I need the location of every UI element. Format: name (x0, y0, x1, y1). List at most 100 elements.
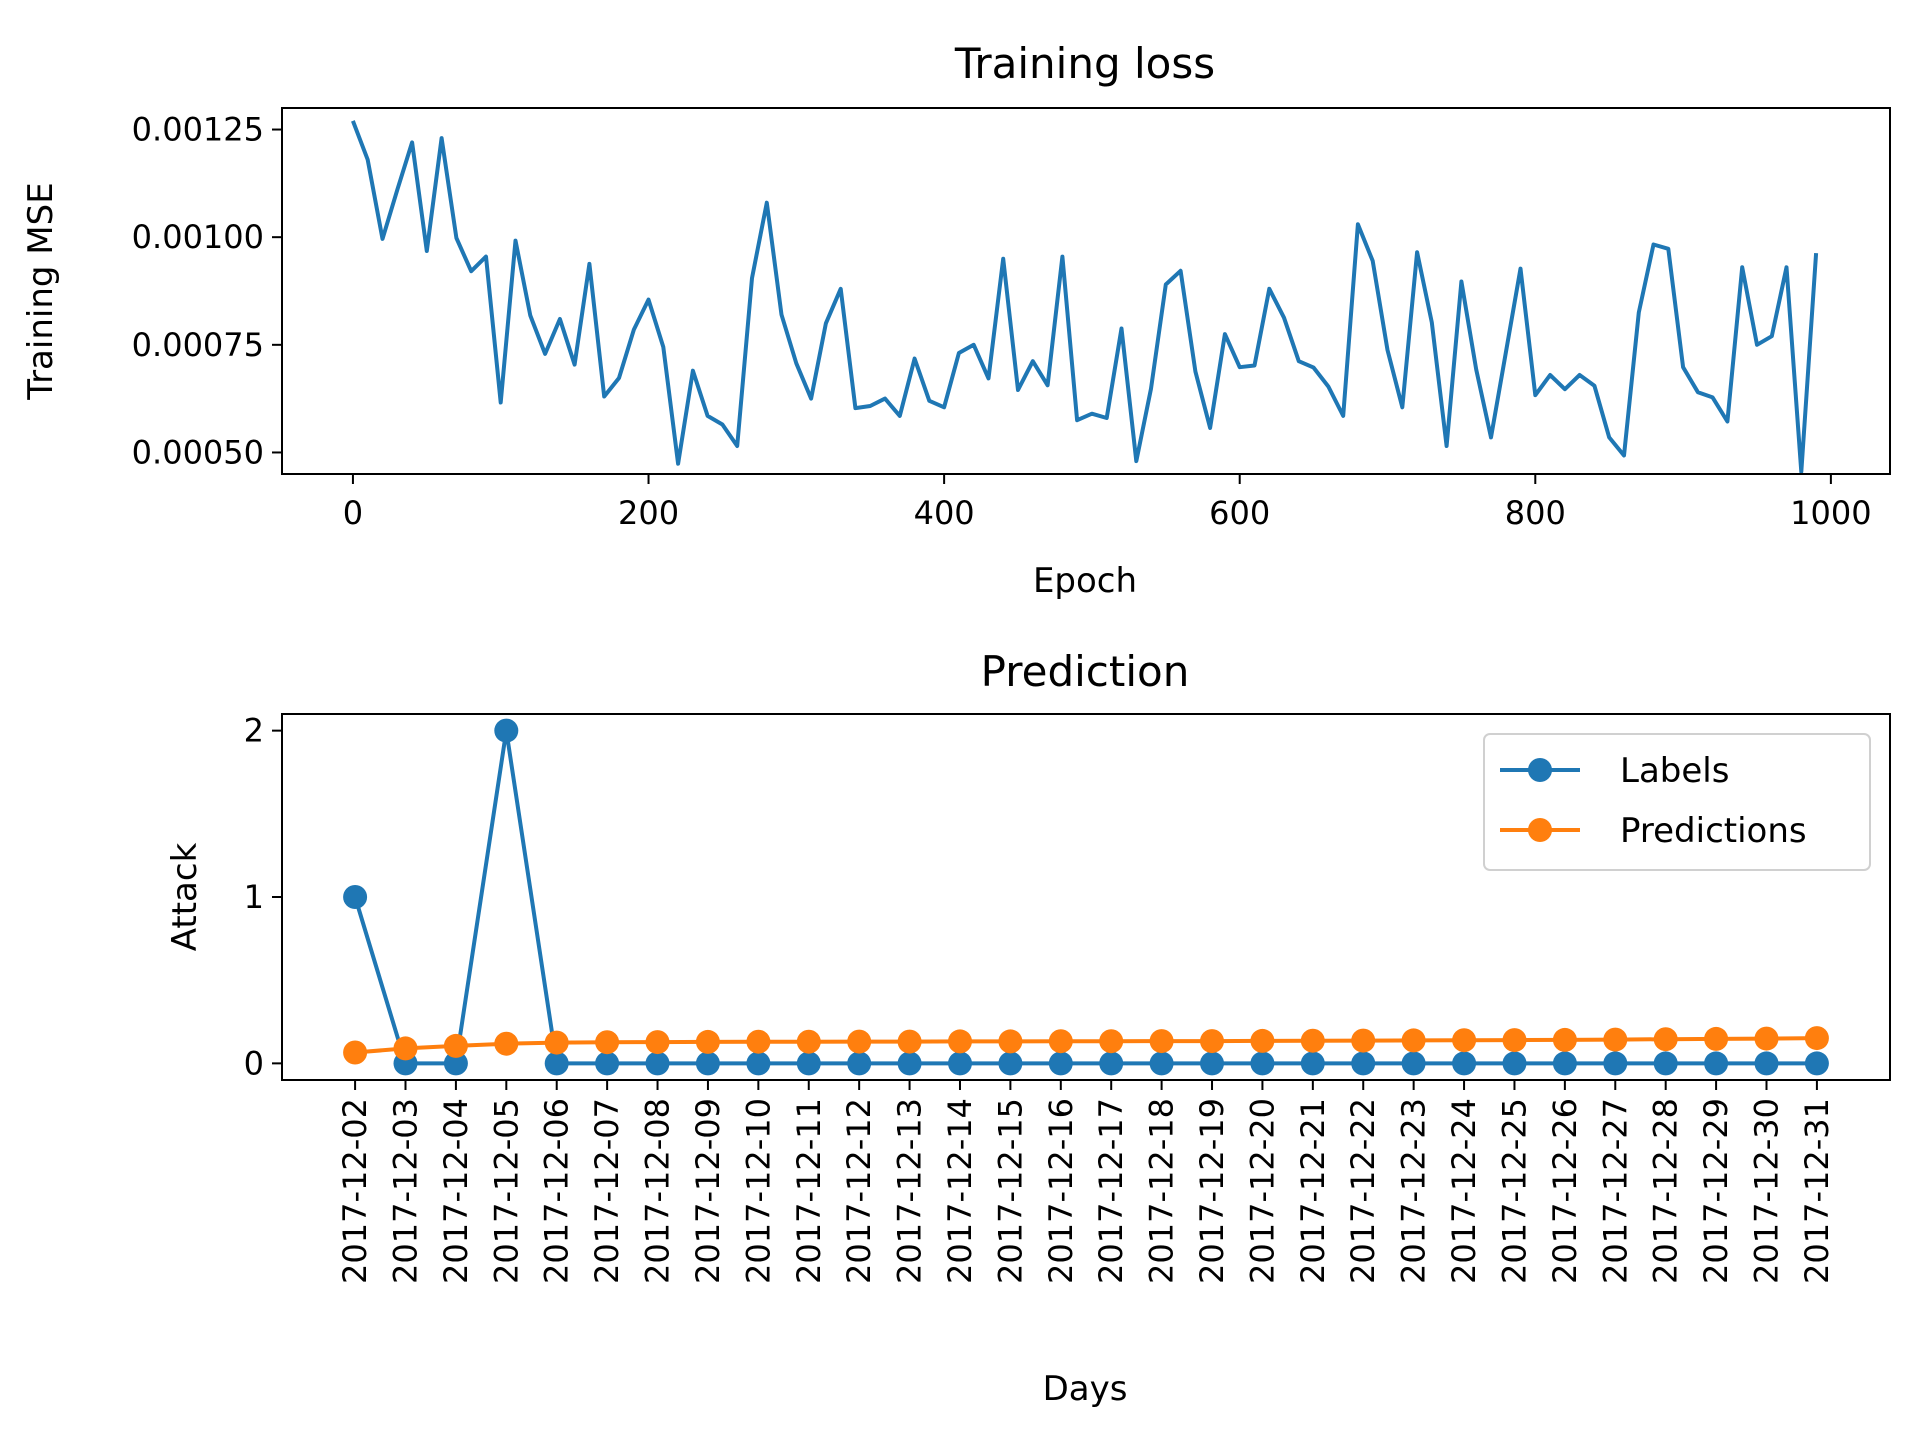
data-point (746, 1029, 771, 1054)
data-point (1704, 1026, 1729, 1051)
x-tick-label: 2017-12-13 (891, 1098, 929, 1284)
data-point (595, 1051, 620, 1076)
y-tick-label: 0.00050 (132, 433, 264, 471)
data-point (1300, 1028, 1325, 1053)
x-tick-label: 1000 (1790, 494, 1871, 532)
x-tick-label: 2017-12-15 (991, 1098, 1029, 1284)
axes-frame (281, 107, 1891, 475)
data-point (998, 1051, 1023, 1076)
data-point (645, 1051, 670, 1076)
x-tick-label: 2017-12-07 (588, 1098, 626, 1284)
x-tick-label: 2017-12-31 (1798, 1098, 1836, 1284)
data-point (1552, 1051, 1577, 1076)
x-tick-label: 200 (618, 494, 679, 532)
x-tick-label: 2017-12-23 (1395, 1098, 1433, 1284)
data-point (695, 1051, 720, 1076)
legend-label-predictions: Predictions (1620, 811, 1807, 851)
y-tick-label: 0.00125 (132, 111, 264, 149)
x-tick-label: 2017-12-03 (387, 1098, 425, 1284)
data-point (847, 1051, 872, 1076)
x-axis-label: Epoch (1033, 561, 1137, 601)
data-point (897, 1051, 922, 1076)
x-tick-label: 600 (1209, 494, 1270, 532)
data-point (1351, 1051, 1376, 1076)
legend-box (1483, 733, 1871, 871)
x-axis-label: Days (1043, 1369, 1128, 1409)
data-point (695, 1029, 720, 1054)
data-point (897, 1029, 922, 1054)
data-point (1250, 1028, 1275, 1053)
x-tick-label: 2017-12-19 (1193, 1098, 1231, 1284)
data-point (1704, 1051, 1729, 1076)
plot-lines (343, 718, 1829, 1076)
data-point (998, 1029, 1023, 1054)
data-point (1250, 1051, 1275, 1076)
x-tick-label: 0 (343, 494, 363, 532)
data-point (1452, 1051, 1477, 1076)
x-tick-label: 400 (914, 494, 975, 532)
x-tick-label: 2017-12-29 (1697, 1098, 1735, 1284)
data-point (1300, 1051, 1325, 1076)
data-point (494, 718, 519, 743)
data-point (1502, 1028, 1527, 1053)
data-point (1804, 1026, 1829, 1051)
data-point (1754, 1026, 1779, 1051)
data-point (1401, 1051, 1426, 1076)
data-point (645, 1030, 670, 1055)
data-point (1048, 1029, 1073, 1054)
x-tick-label: 2017-12-12 (840, 1098, 878, 1284)
data-point (948, 1029, 972, 1054)
data-point (595, 1030, 620, 1055)
data-point (746, 1051, 771, 1076)
data-point (948, 1051, 972, 1076)
y-axis-label: Attack (165, 842, 205, 951)
x-tick-label: 2017-12-04 (437, 1098, 475, 1284)
y-tick-label: 2 (244, 712, 264, 750)
data-point (1200, 1051, 1224, 1076)
legend-label-labels: Labels (1620, 751, 1729, 791)
x-tick-label: 2017-12-27 (1596, 1098, 1634, 1284)
x-tick-label: 2017-12-25 (1496, 1098, 1534, 1284)
data-point (443, 1051, 468, 1076)
data-point (796, 1051, 821, 1076)
x-tick-label: 2017-12-20 (1243, 1098, 1281, 1284)
data-point (1048, 1051, 1073, 1076)
x-tick-label: 2017-12-24 (1445, 1098, 1483, 1284)
data-point (1804, 1051, 1829, 1076)
data-point (343, 885, 368, 909)
chart-title: Training loss (954, 39, 1215, 88)
series-predictions (343, 1026, 1829, 1065)
legend-marker-labels (1528, 758, 1552, 782)
y-tick-label: 0 (244, 1044, 264, 1082)
data-point (1653, 1051, 1678, 1076)
y-tick-label: 0.00075 (132, 326, 264, 364)
data-point (544, 1051, 569, 1076)
x-tick-label: 2017-12-28 (1647, 1098, 1685, 1284)
data-point (1401, 1028, 1426, 1053)
x-tick-label: 2017-12-10 (739, 1098, 777, 1284)
x-tick-label: 2017-12-18 (1143, 1098, 1181, 1284)
series-labels (343, 718, 1829, 1076)
data-point (1149, 1029, 1174, 1054)
x-tick-label: 2017-12-09 (689, 1098, 727, 1284)
legend-marker-predictions (1528, 818, 1552, 842)
y-tick-label: 1 (244, 878, 264, 916)
y-axis-label: Training MSE (21, 182, 61, 400)
data-point (1502, 1051, 1527, 1076)
x-tick-label: 800 (1505, 494, 1566, 532)
data-point (1552, 1027, 1577, 1052)
data-point (1099, 1051, 1124, 1076)
y-tick-label: 0.00100 (132, 218, 264, 256)
data-point (1351, 1028, 1376, 1053)
x-tick-label: 2017-12-21 (1294, 1098, 1332, 1284)
data-point (796, 1029, 821, 1054)
x-tick-label: 2017-12-05 (487, 1098, 525, 1284)
x-tick-label: 2017-12-26 (1546, 1098, 1584, 1284)
x-tick-label: 2017-12-11 (790, 1098, 828, 1284)
x-tick-label: 2017-12-02 (336, 1098, 374, 1284)
x-tick-label: 2017-12-17 (1092, 1098, 1130, 1284)
data-point (343, 1040, 368, 1065)
data-point (1149, 1051, 1174, 1076)
y-axis-ticks: 0.00050 0.00075 0.00100 0.00125 (132, 111, 282, 471)
